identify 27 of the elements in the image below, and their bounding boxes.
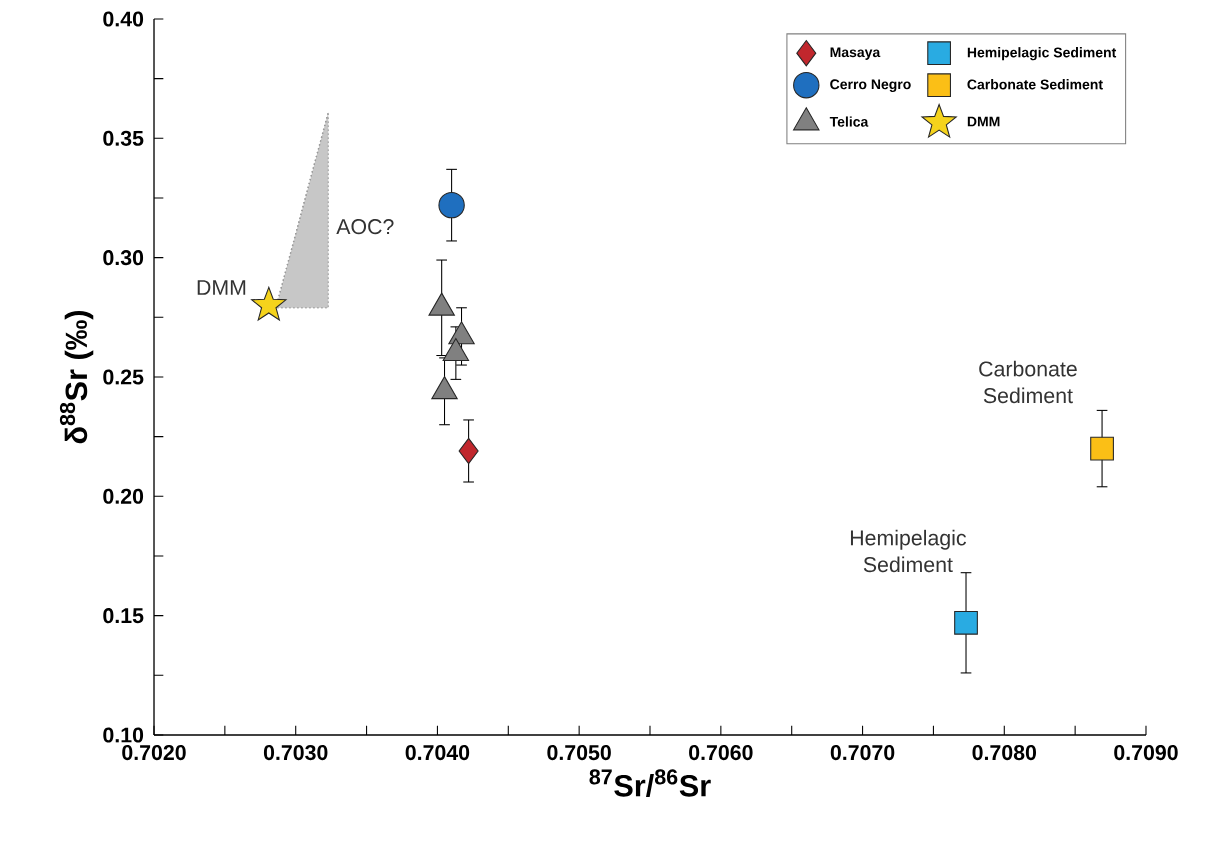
annotation: AOC? [336,219,394,235]
y-tick-label: 0.40 [103,11,144,27]
annotation: Hemipelagic Sediment [850,529,966,573]
x-tick-label: 0.7030 [263,745,328,761]
x-tick-label: 0.7040 [405,745,470,761]
legend-label: Carbonate Sediment [967,79,1103,90]
x-tick-label: 0.7020 [122,745,186,761]
legend-label: DMM [967,116,1000,127]
x-tick-label: 0.7080 [972,745,1037,761]
y-tick-label: 0.35 [103,130,144,146]
y-tick-label: 0.10 [103,727,144,743]
y-axis-title: δ$^{88}$Sr (‰) [59,310,94,444]
annotation: DMM [197,280,246,295]
y-tick-label: 0.20 [103,488,144,504]
y-tick-label: 0.25 [103,369,144,385]
legend-label: Telica [829,116,869,127]
legend-label: Cerro Negro [830,79,911,93]
y-tick-label: 0.15 [103,608,144,624]
x-tick-label: 0.7050 [547,745,611,761]
legend-label: Masaya [830,47,881,60]
x-tick-label: 0.7060 [689,745,753,761]
legend-label: Hemipelagic Sediment [967,47,1117,61]
x-axis-title: $^{87}$Sr/$^{86}$Sr [589,769,711,797]
annotation: Carbonate Sediment [979,360,1077,404]
y-tick-label: 0.30 [103,250,144,266]
x-tick-label: 0.7070 [830,745,895,761]
x-tick-label: 0.7090 [1114,745,1178,761]
